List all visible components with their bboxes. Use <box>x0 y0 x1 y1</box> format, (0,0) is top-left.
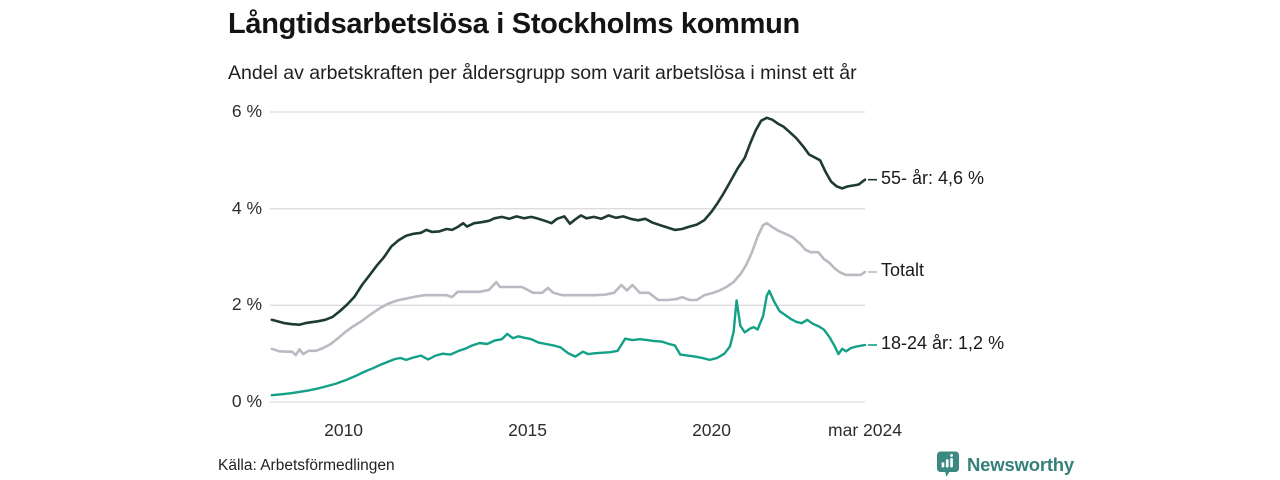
chart-subtitle: Andel av arbetskraften per åldersgrupp s… <box>228 62 857 84</box>
chart-title: Långtidsarbetslösa i Stockholms kommun <box>228 8 800 40</box>
y-tick-label: 6 % <box>231 101 262 121</box>
series-end-label-55-ar: 55- år: 4,6 % <box>881 167 985 188</box>
series-end-label-18-24-ar: 18-24 år: 1,2 % <box>881 332 1005 353</box>
x-tick-label: 2020 <box>692 420 732 440</box>
series-line-totalt <box>270 221 867 357</box>
y-tick-label: 0 % <box>231 391 262 411</box>
series-line-55-ar <box>270 116 867 327</box>
y-tick-label: 4 % <box>231 197 262 218</box>
x-tick-label: mar 2024 <box>828 420 902 440</box>
series-line-18-24-ar <box>270 289 867 397</box>
brand-lockup: Newsworthy <box>936 451 1074 478</box>
series-end-label-totalt: Totalt <box>881 259 925 280</box>
x-tick-label: 2010 <box>324 420 364 440</box>
brand-wordmark: Newsworthy <box>967 453 1074 475</box>
newsworthy-badge-bar-chart-icon <box>936 451 960 478</box>
source-note: Källa: Arbetsförmedlingen <box>218 457 395 474</box>
y-tick-label: 2 % <box>231 294 262 315</box>
x-tick-label: 2015 <box>508 420 548 440</box>
